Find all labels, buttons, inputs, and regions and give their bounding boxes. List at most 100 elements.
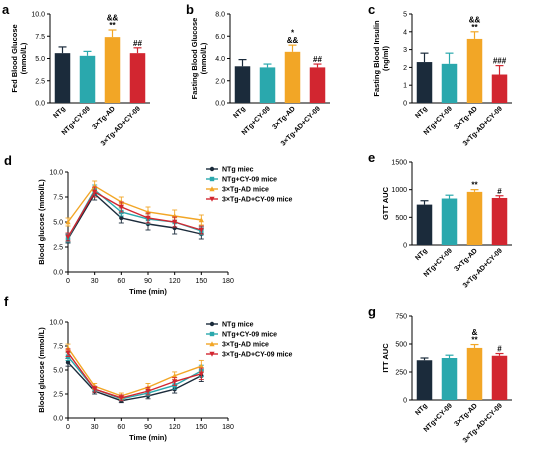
panel-f-point (209, 331, 215, 337)
panel-f-x-tick-label: 180 (222, 424, 234, 431)
panel-g-y-tick-label: 250 (395, 370, 407, 377)
panel-a-significance: ** (109, 21, 116, 30)
panel-d-point (118, 204, 124, 210)
panel-a-bar (129, 53, 146, 103)
panel-e-significance: ** (471, 181, 478, 190)
panel-a-bar (79, 55, 96, 103)
panel-d-x-tick-label: 180 (222, 278, 234, 285)
panel-d-y-tick-label: 2.5 (53, 245, 63, 252)
panel-c-category-label: NTg (414, 105, 429, 120)
panel-a-y-tick-label: 10.0 (31, 12, 45, 19)
panel-f-x-tick-label: 60 (117, 424, 125, 431)
panel-a-y-label-line: (mmol/L) (19, 42, 28, 74)
panel-d-point (198, 217, 204, 223)
panel-b-category-label: NTg (232, 105, 247, 120)
panel-f-series-line (67, 361, 202, 402)
panel-d-legend-label: 3×Tg-AD mice (222, 187, 269, 194)
panel-a-y-tick-label: 5.0 (35, 56, 45, 63)
panel-f-point (209, 351, 215, 357)
panel-b-significance: ## (313, 55, 322, 64)
panel-a-letter: a (2, 2, 10, 17)
panel-d-point (65, 219, 71, 225)
panel-b-y-label-line: Fasting Blood Glucose (190, 18, 199, 100)
panel-d-y-label-line: Blood glucose (mmol/L) (37, 179, 46, 265)
panel-d-point (209, 196, 215, 202)
panel-d-point (65, 234, 71, 240)
panel-d-series-line (67, 192, 202, 240)
panel-g-letter: g (368, 304, 376, 319)
panel-d-x-tick-label: 60 (117, 278, 125, 285)
panel-g-y-tick-label: 500 (395, 342, 407, 349)
panel-a-y-tick-label: 2.5 (35, 78, 45, 85)
panel-e-y-tick-label: 1000 (391, 187, 407, 194)
panel-d-legend-label: 3×Tg-AD+CY-09 mice (222, 197, 293, 204)
panel-d-point (145, 215, 151, 221)
panel-e-bar (491, 197, 508, 245)
panel-d-series-line (67, 188, 202, 239)
panel-f-point (92, 387, 98, 392)
panel-f-x-tick-label: 150 (195, 424, 207, 431)
panel-g-y-label-line: ITT AUC (381, 343, 390, 373)
panel-g-bar (441, 358, 458, 400)
panel-d-point (92, 189, 98, 195)
panel-e-letter: e (368, 150, 375, 165)
panel-f-y-label-line: Blood glucose (mmol/L) (37, 327, 46, 413)
panel-d-y-label: Blood glucose (mmol/L) (37, 179, 46, 265)
panel-f-x-tick-label: 30 (91, 424, 99, 431)
panel-f-y-tick-label: 2.5 (53, 392, 63, 399)
panel-d-x-tick-label: 120 (169, 278, 181, 285)
panel-c-y-tick-label: 1 (403, 83, 407, 90)
panel-c-category-label: 3×Tg-AD (453, 105, 478, 130)
panel-f-point (65, 360, 71, 365)
panel-f-y-tick-label: 5.0 (53, 368, 63, 375)
panel-e-bar (441, 198, 458, 245)
panel-f-x-label: Time (min) (129, 433, 167, 442)
panel-b: b 0.0 2.0 4.0 6.0 8.0 Fasting Blood Glucose(mm… (186, 2, 330, 148)
panel-d-legend-label: NTg+CY-09 mice (222, 177, 277, 184)
panel-b-y-tick-label: 4.0 (215, 56, 225, 63)
panel-e-y-tick-label: 1500 (391, 160, 407, 167)
panel-f-point (198, 363, 204, 369)
panel-c-significance: ### (493, 57, 507, 66)
panel-a-y-label-line: Fed Blood Glucose (10, 24, 19, 92)
panel-f-legend-label: NTg+CY-09 mice (222, 332, 277, 339)
panel-b-y-label: Fasting Blood Glucose(mmol/L) (190, 18, 208, 100)
panel-f-letter: f (4, 294, 9, 309)
panel-d-y-tick-label: 0.0 (53, 270, 63, 277)
panel-b-bar (284, 51, 301, 103)
panel-b-bar (234, 66, 251, 103)
panel-c-bar (441, 63, 458, 103)
panel-f-x-tick-label: 120 (169, 424, 181, 431)
panel-e-bar (416, 204, 433, 245)
panel-c-significance: ** (471, 23, 478, 32)
panel-e-significance: # (497, 187, 502, 196)
panel-d-x-tick-label: 90 (144, 278, 152, 285)
panel-c-y-tick-label: 2 (403, 65, 407, 72)
panel-f-x-tick-label: 90 (144, 424, 152, 431)
panel-c-y-label-line: Fasting Blood Insulin (372, 20, 381, 97)
panel-f-y-label: Blood glucose (mmol/L) (37, 327, 46, 413)
panel-b-category-label: 3×Tg-AD (271, 105, 296, 130)
panel-f-point (118, 395, 124, 401)
panel-a-y-tick-label: 0.0 (35, 101, 45, 108)
panel-a-category-label: 3×Tg-AD (91, 105, 116, 130)
panel-a-category-label: NTg (52, 105, 67, 120)
panel-c-bar (416, 62, 433, 103)
panel-g-significance: # (497, 345, 502, 354)
panel-d-series-line (67, 185, 202, 223)
panel-d-x-tick-label: 150 (195, 278, 207, 285)
panel-b-bar (309, 67, 326, 103)
panel-f-point (209, 341, 215, 347)
panel-e-y-tick-label: 500 (395, 215, 407, 222)
panel-c-significance: && (469, 15, 481, 24)
panel-f-point (145, 388, 151, 394)
panel-g-significance: & (472, 328, 478, 337)
panel-b-y-label-line: (mmol/L) (199, 42, 208, 74)
panel-b-bar (259, 67, 276, 103)
panel-a-bar (104, 37, 121, 103)
panel-d-point (209, 176, 215, 182)
panel-a-significance: && (107, 14, 119, 23)
panel-c-y-label: Fasting Blood Insulin(ng/ml) (372, 20, 390, 97)
